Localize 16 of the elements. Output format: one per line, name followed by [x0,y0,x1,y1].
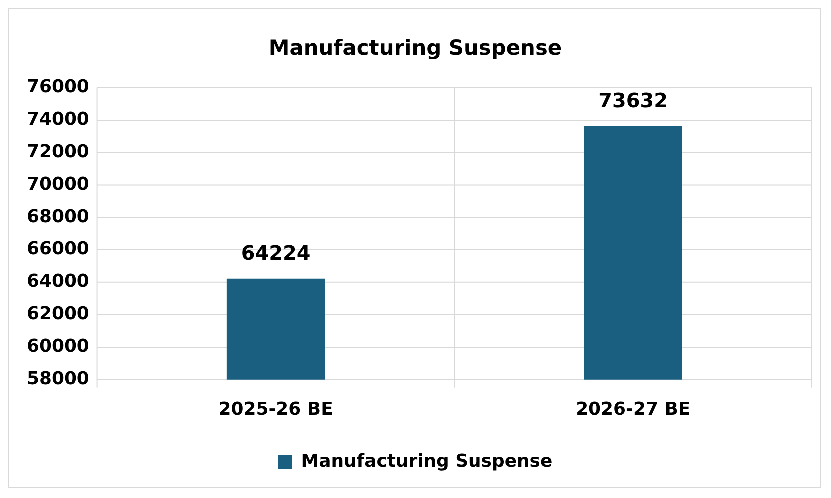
y-tick-label: 66000 [26,238,90,260]
data-label: 73632 [598,90,668,113]
y-tick-label: 58000 [26,368,90,390]
y-tick-label: 74000 [26,108,90,130]
y-tick-label: 64000 [26,271,90,292]
x-tick-label: 2026-27 BE [576,399,691,420]
legend-label: Manufacturing Suspense [301,450,553,472]
y-tick-label: 70000 [26,174,90,195]
y-tick-label: 68000 [26,206,90,228]
y-tick-label: 60000 [26,336,90,358]
y-tick-label: 76000 [26,76,90,98]
data-label: 64224 [241,242,311,266]
y-tick-label: 72000 [26,141,90,162]
chart-title: Manufacturing Suspense [268,36,562,60]
y-tick-label: 62000 [26,304,90,325]
x-tick-label: 2025-26 BE [218,399,334,420]
